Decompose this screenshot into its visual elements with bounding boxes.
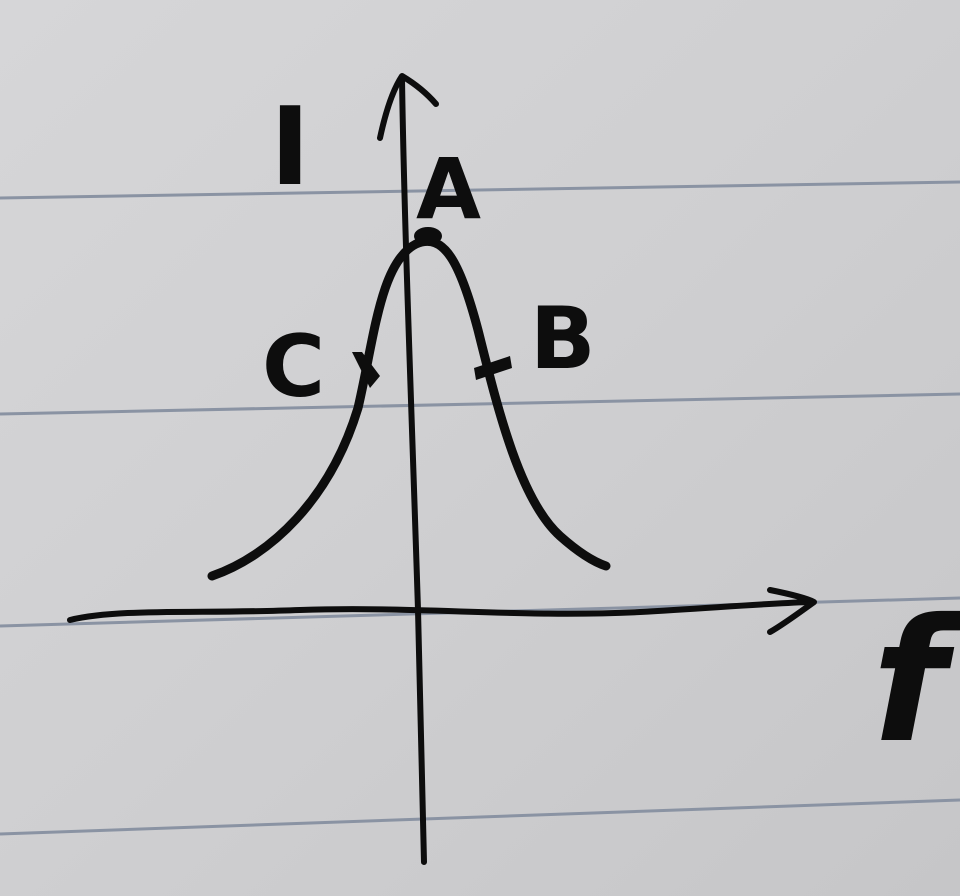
point-b-label: B <box>530 289 596 389</box>
ruled-line <box>0 392 960 416</box>
x-axis-arrowhead <box>767 587 817 635</box>
ruled-line <box>0 180 960 200</box>
point-a-marker <box>414 227 442 245</box>
point-b-marker <box>474 356 512 380</box>
point-c-marker <box>352 352 380 388</box>
y-axis <box>399 75 427 865</box>
y-axis-arrowhead <box>377 73 439 141</box>
y-axis-label: I <box>270 85 310 210</box>
x-axis-label: f <box>872 583 960 781</box>
ruled-line <box>0 798 960 836</box>
point-a-label: A <box>416 140 481 238</box>
x-axis <box>67 599 811 623</box>
point-c-label: C <box>262 317 325 417</box>
